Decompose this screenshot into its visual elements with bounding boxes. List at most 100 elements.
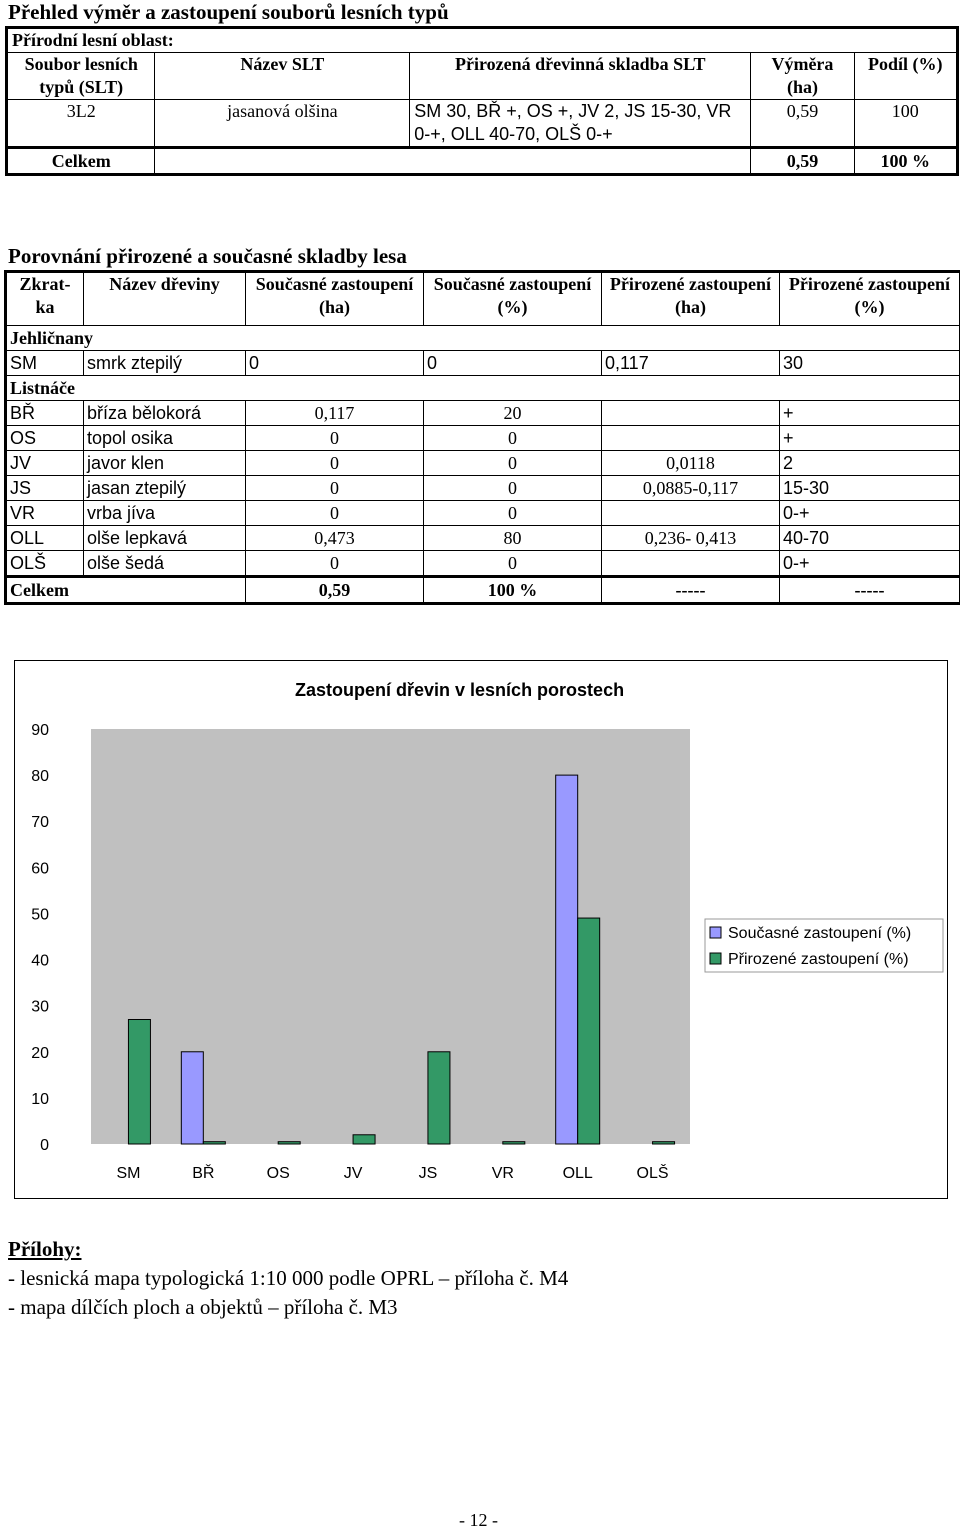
- y-tick-label: 50: [31, 906, 49, 923]
- species-current-ha: 0,473: [246, 526, 424, 551]
- species-current-pct: 0: [424, 501, 602, 526]
- x-tick-label: OLŠ: [637, 1163, 669, 1182]
- x-tick-label: OS: [267, 1165, 290, 1182]
- species-current-ha: 0: [246, 451, 424, 476]
- species-natural-pct: 40-70: [780, 526, 960, 551]
- bar-natural: [653, 1142, 675, 1144]
- y-tick-label: 30: [31, 999, 49, 1016]
- species-natural-pct: +: [780, 426, 960, 451]
- slt-share: 100: [854, 100, 957, 148]
- species-name: vrba jíva: [84, 501, 246, 526]
- total-empty: [155, 148, 751, 175]
- species-name: javor klen: [84, 451, 246, 476]
- total-area: 0,59: [751, 148, 854, 175]
- species-natural-pct: 15-30: [780, 476, 960, 501]
- species-name: olše lepkavá: [84, 526, 246, 551]
- header-slt: Soubor lesních typů (SLT): [7, 53, 155, 100]
- attachment-item: - lesnická mapa typologická 1:10 000 pod…: [8, 1266, 568, 1291]
- total-share: 100 %: [854, 148, 957, 175]
- species-current-ha: 0: [246, 476, 424, 501]
- y-tick-label: 10: [31, 1091, 49, 1108]
- total-label: Celkem: [6, 577, 246, 604]
- species-current-ha: 0: [246, 551, 424, 577]
- bar-natural: [353, 1135, 375, 1144]
- species-natural-ha: 0,117: [602, 351, 780, 376]
- y-tick-label: 0: [40, 1137, 49, 1154]
- table-row: SM smrk ztepilý 0 0 0,117 30: [6, 351, 960, 376]
- header-natural-ha: Přirozené zastoupení (ha): [602, 272, 780, 326]
- species-abbr: BŘ: [6, 401, 84, 426]
- header-current-pct: Současné zastoupení (%): [424, 272, 602, 326]
- species-abbr: OLL: [6, 526, 84, 551]
- species-abbr: SM: [6, 351, 84, 376]
- species-current-pct: 0: [424, 351, 602, 376]
- legend-swatch: [710, 927, 721, 938]
- species-name: bříza bělokorá: [84, 401, 246, 426]
- species-natural-ha: [602, 401, 780, 426]
- species-natural-ha: 0,236- 0,413: [602, 526, 780, 551]
- legend-swatch: [710, 953, 721, 964]
- species-current-pct: 0: [424, 476, 602, 501]
- header-slt-name: Název SLT: [155, 53, 410, 100]
- species-natural-ha: 0,0885-0,117: [602, 476, 780, 501]
- header-composition: Přirozená dřevinná skladba SLT: [410, 53, 751, 100]
- species-abbr: OS: [6, 426, 84, 451]
- table-row: 3L2 jasanová olšina SM 30, BŘ +, OS +, J…: [7, 100, 958, 148]
- y-tick-label: 20: [31, 1045, 49, 1062]
- header-current-ha: Současné zastoupení (ha): [246, 272, 424, 326]
- species-name: olše šedá: [84, 551, 246, 577]
- group-conifers: Jehličnany: [6, 326, 960, 351]
- species-current-pct: 80: [424, 526, 602, 551]
- slt-composition: SM 30, BŘ +, OS +, JV 2, JS 15-30, VR 0-…: [410, 100, 751, 148]
- species-name: topol osika: [84, 426, 246, 451]
- species-current-ha: 0: [246, 501, 424, 526]
- legend-label: Současné zastoupení (%): [728, 925, 911, 942]
- bar-natural: [278, 1142, 300, 1144]
- slt-area: 0,59: [751, 100, 854, 148]
- species-current-pct: 0: [424, 451, 602, 476]
- group-broadleaves: Listnáče: [6, 376, 960, 401]
- species-current-pct: 0: [424, 426, 602, 451]
- species-abbr: JV: [6, 451, 84, 476]
- bar-natural: [578, 918, 600, 1144]
- x-tick-label: BŘ: [192, 1163, 214, 1182]
- y-tick-label: 40: [31, 953, 49, 970]
- species-current-ha: 0: [246, 426, 424, 451]
- species-current-pct: 20: [424, 401, 602, 426]
- y-tick-label: 80: [31, 768, 49, 785]
- bar-natural: [428, 1052, 450, 1144]
- page-number: - 12 -: [459, 1510, 498, 1531]
- slt-overview-table: Přírodní lesní oblast: Soubor lesních ty…: [5, 26, 959, 176]
- header-area: Výměra (ha): [751, 53, 854, 100]
- x-tick-label: JS: [419, 1165, 438, 1182]
- total-label: Celkem: [7, 148, 155, 175]
- total-current-pct: 100 %: [424, 577, 602, 604]
- y-tick-label: 90: [31, 722, 49, 739]
- section1-title: Přehled výměr a zastoupení souborů lesní…: [8, 0, 449, 25]
- species-natural-ha: [602, 501, 780, 526]
- species-natural-ha: 0,0118: [602, 451, 780, 476]
- total-row: Celkem 0,59 100 %: [7, 148, 958, 175]
- header-abbr: Zkrat- ka: [6, 272, 84, 326]
- header-share: Podíl (%): [854, 53, 957, 100]
- composition-comparison-table: Zkrat- ka Název dřeviny Současné zastoup…: [4, 270, 960, 605]
- total-row: Celkem 0,59 100 % ----- -----: [6, 577, 960, 604]
- species-natural-pct: 0-+: [780, 501, 960, 526]
- x-tick-label: SM: [116, 1165, 140, 1182]
- species-abbr: VR: [6, 501, 84, 526]
- x-tick-label: OLL: [563, 1165, 593, 1182]
- section2-title: Porovnání přirozené a současné skladby l…: [8, 244, 407, 269]
- species-current-ha: 0: [246, 351, 424, 376]
- attachments-title: Přílohy:: [8, 1237, 82, 1262]
- header-natural-pct: Přirozené zastoupení (%): [780, 272, 960, 326]
- y-tick-label: 70: [31, 814, 49, 831]
- total-current-ha: 0,59: [246, 577, 424, 604]
- species-natural-pct: 30: [780, 351, 960, 376]
- header-species-name: Název dřeviny: [84, 272, 246, 326]
